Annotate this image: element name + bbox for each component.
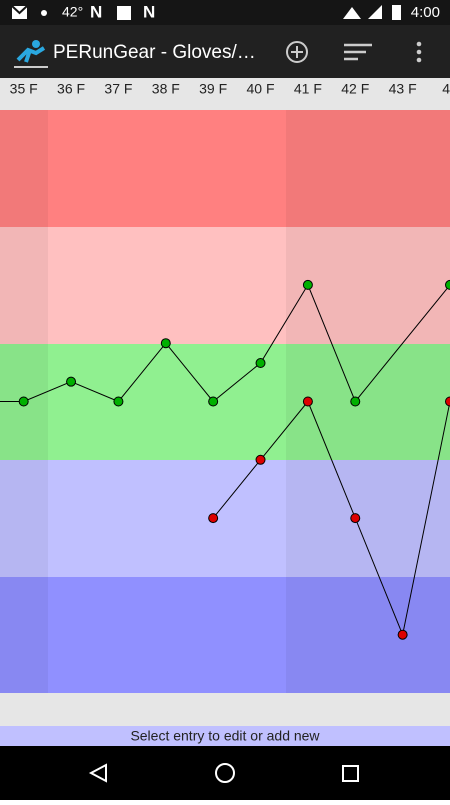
n-icon: N: [90, 2, 102, 21]
data-point: [209, 397, 218, 406]
data-point: [303, 397, 312, 406]
x-tick-label: 43 F: [389, 81, 417, 97]
data-point: [161, 339, 170, 348]
clock: 4:00: [411, 4, 440, 21]
data-point: [256, 359, 265, 368]
n-icon: N: [143, 2, 155, 21]
temperature: 42°: [62, 4, 83, 20]
hint: Select entry to edit or add new: [130, 728, 320, 744]
data-point: [67, 377, 76, 386]
data-point: [114, 397, 123, 406]
nav-bar: [0, 746, 450, 800]
x-tick-label: 44: [442, 81, 450, 97]
menu-button[interactable]: [417, 42, 422, 63]
weather-icon: [41, 10, 47, 16]
x-tick-label: 39 F: [199, 81, 227, 97]
data-point: [351, 397, 360, 406]
app-title: PERunGear - Gloves/…: [53, 42, 256, 63]
battery-icon: [392, 5, 401, 20]
x-tick-label: 37 F: [104, 81, 132, 97]
x-tick-label: 42 F: [341, 81, 369, 97]
image-icon: [117, 6, 131, 20]
data-point: [398, 630, 407, 639]
data-point: [351, 514, 360, 523]
bands: [0, 110, 450, 693]
x-tick-label: 35 F: [10, 81, 38, 97]
x-tick-label: 36 F: [57, 81, 85, 97]
x-tick-label: 38 F: [152, 81, 180, 97]
x-tick-label: 41 F: [294, 81, 322, 97]
spacer: [0, 693, 450, 726]
data-point: [446, 397, 450, 406]
data-point: [303, 280, 312, 289]
data-point: [209, 514, 218, 523]
data-point: [446, 280, 450, 289]
data-point: [19, 397, 28, 406]
data-point: [256, 455, 265, 464]
x-tick-label: 40 F: [247, 81, 275, 97]
